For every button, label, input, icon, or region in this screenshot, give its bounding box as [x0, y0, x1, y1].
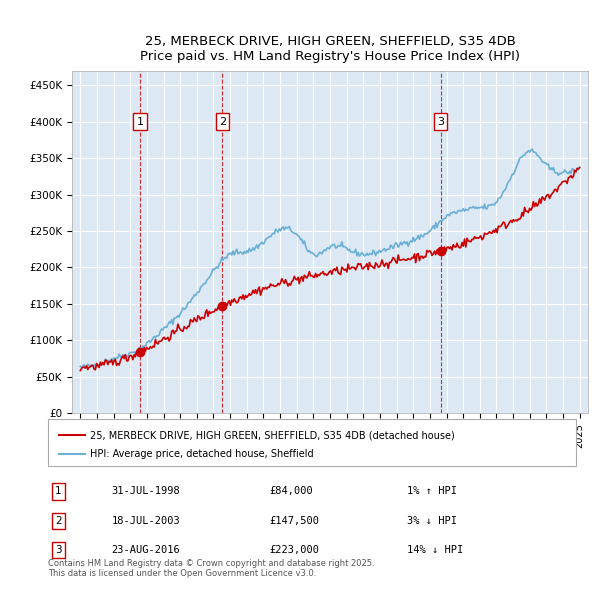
- Text: 25, MERBECK DRIVE, HIGH GREEN, SHEFFIELD, S35 4DB (detached house): 25, MERBECK DRIVE, HIGH GREEN, SHEFFIELD…: [90, 431, 455, 440]
- Text: 1: 1: [55, 487, 62, 496]
- Title: 25, MERBECK DRIVE, HIGH GREEN, SHEFFIELD, S35 4DB
Price paid vs. HM Land Registr: 25, MERBECK DRIVE, HIGH GREEN, SHEFFIELD…: [140, 35, 520, 63]
- FancyBboxPatch shape: [48, 419, 576, 466]
- Text: £84,000: £84,000: [270, 487, 314, 496]
- Text: 23-AUG-2016: 23-AUG-2016: [112, 545, 180, 555]
- Text: 14% ↓ HPI: 14% ↓ HPI: [407, 545, 463, 555]
- Text: 3: 3: [437, 117, 444, 127]
- Text: HPI: Average price, detached house, Sheffield: HPI: Average price, detached house, Shef…: [90, 450, 314, 459]
- Text: 2: 2: [55, 516, 62, 526]
- Text: 2: 2: [219, 117, 226, 127]
- Text: £147,500: £147,500: [270, 516, 320, 526]
- Text: 1: 1: [136, 117, 143, 127]
- Text: Contains HM Land Registry data © Crown copyright and database right 2025.
This d: Contains HM Land Registry data © Crown c…: [48, 559, 374, 578]
- Text: 3: 3: [55, 545, 62, 555]
- Text: 31-JUL-1998: 31-JUL-1998: [112, 487, 180, 496]
- Text: £223,000: £223,000: [270, 545, 320, 555]
- Text: 18-JUL-2003: 18-JUL-2003: [112, 516, 180, 526]
- Text: 3% ↓ HPI: 3% ↓ HPI: [407, 516, 457, 526]
- Text: 1% ↑ HPI: 1% ↑ HPI: [407, 487, 457, 496]
